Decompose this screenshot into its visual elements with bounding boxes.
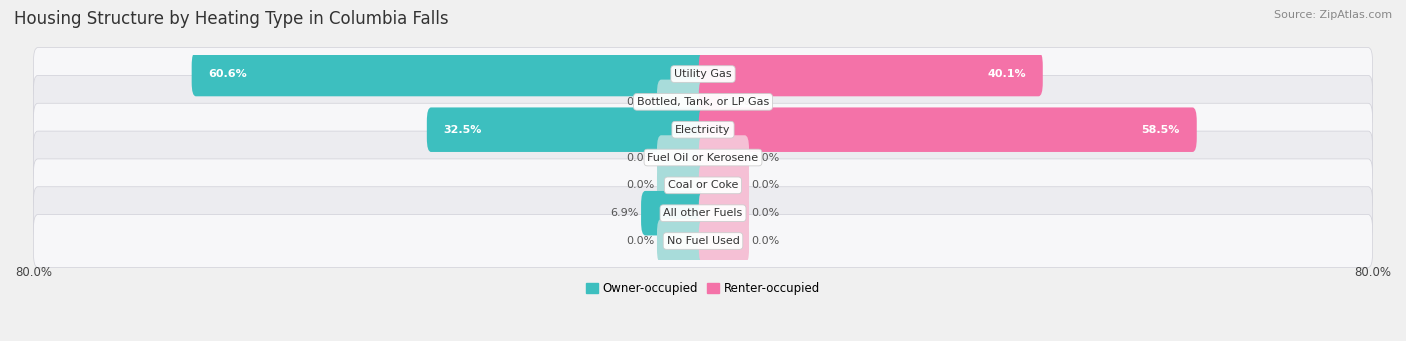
Text: All other Fuels: All other Fuels (664, 208, 742, 218)
Text: Source: ZipAtlas.com: Source: ZipAtlas.com (1274, 10, 1392, 20)
FancyBboxPatch shape (34, 214, 1372, 267)
FancyBboxPatch shape (34, 48, 1372, 101)
FancyBboxPatch shape (657, 163, 707, 208)
FancyBboxPatch shape (427, 107, 707, 152)
Text: 60.6%: 60.6% (208, 69, 247, 79)
Text: 0.0%: 0.0% (626, 180, 654, 190)
FancyBboxPatch shape (657, 79, 707, 124)
Text: Utility Gas: Utility Gas (675, 69, 731, 79)
Text: 6.9%: 6.9% (610, 208, 638, 218)
FancyBboxPatch shape (699, 163, 749, 208)
Text: 32.5%: 32.5% (443, 125, 482, 135)
FancyBboxPatch shape (699, 52, 1043, 96)
Text: 40.1%: 40.1% (987, 69, 1026, 79)
Text: 0.0%: 0.0% (626, 236, 654, 246)
FancyBboxPatch shape (699, 219, 749, 263)
FancyBboxPatch shape (641, 191, 707, 235)
FancyBboxPatch shape (34, 103, 1372, 156)
Text: 58.5%: 58.5% (1142, 125, 1180, 135)
Text: 0.0%: 0.0% (752, 208, 780, 218)
FancyBboxPatch shape (699, 135, 749, 180)
FancyBboxPatch shape (191, 52, 707, 96)
Text: No Fuel Used: No Fuel Used (666, 236, 740, 246)
Legend: Owner-occupied, Renter-occupied: Owner-occupied, Renter-occupied (581, 278, 825, 300)
FancyBboxPatch shape (699, 107, 1197, 152)
Text: Electricity: Electricity (675, 125, 731, 135)
Text: 0.0%: 0.0% (752, 180, 780, 190)
FancyBboxPatch shape (657, 135, 707, 180)
FancyBboxPatch shape (34, 75, 1372, 128)
Text: 0.0%: 0.0% (752, 152, 780, 163)
FancyBboxPatch shape (34, 131, 1372, 184)
Text: 0.0%: 0.0% (752, 236, 780, 246)
Text: 1.5%: 1.5% (723, 97, 751, 107)
FancyBboxPatch shape (34, 187, 1372, 240)
Text: Housing Structure by Heating Type in Columbia Falls: Housing Structure by Heating Type in Col… (14, 10, 449, 28)
Text: 0.0%: 0.0% (626, 152, 654, 163)
FancyBboxPatch shape (657, 219, 707, 263)
FancyBboxPatch shape (34, 159, 1372, 212)
FancyBboxPatch shape (699, 191, 749, 235)
Text: Coal or Coke: Coal or Coke (668, 180, 738, 190)
Text: Fuel Oil or Kerosene: Fuel Oil or Kerosene (647, 152, 759, 163)
FancyBboxPatch shape (699, 79, 720, 124)
Text: Bottled, Tank, or LP Gas: Bottled, Tank, or LP Gas (637, 97, 769, 107)
Text: 0.0%: 0.0% (626, 97, 654, 107)
